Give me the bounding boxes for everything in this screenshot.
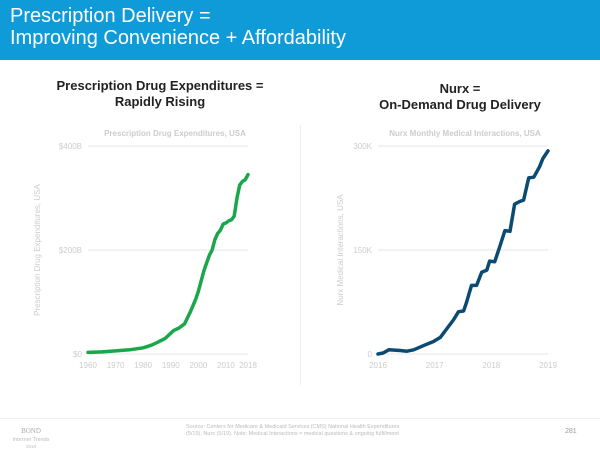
left-heading-line2: Rapidly Rising <box>114 94 206 109</box>
y-axis-label: Nurx Medical Interactions, USA <box>336 194 345 306</box>
x-tick-label: 2017 <box>426 361 444 370</box>
x-tick-label: 2016 <box>369 361 387 370</box>
x-tick-label: 1990 <box>162 361 180 370</box>
series-line <box>86 172 250 355</box>
left-heading-line1: Prescription Drug Expenditures = <box>56 78 264 93</box>
y-tick-label: $200B <box>59 246 82 255</box>
slide-title-line2: Improving Convenience + Affordability <box>10 27 346 49</box>
x-tick-label: 2018 <box>239 361 257 370</box>
footer-subtitle: Internet Trends <box>12 437 50 443</box>
page-number: 281 <box>565 428 577 435</box>
divider <box>300 125 301 385</box>
footer-divider <box>0 418 600 419</box>
slide-title-line1: Prescription Delivery = <box>10 5 211 27</box>
left-heading: Prescription Drug Expenditures = Rapidly… <box>40 78 280 110</box>
y-tick-label: 0 <box>368 350 373 359</box>
y-tick-label: $0 <box>73 350 82 359</box>
x-tick-label: 1980 <box>134 361 152 370</box>
x-tick-label: 2000 <box>189 361 207 370</box>
title-bar: Prescription Delivery = Improving Conven… <box>0 0 600 60</box>
footer-year: 2019 <box>25 444 36 449</box>
chart-title: Prescription Drug Expenditures, USA <box>104 129 246 138</box>
right-heading: Nurx = On-Demand Drug Delivery <box>340 81 580 113</box>
x-tick-label: 1960 <box>79 361 97 370</box>
x-tick-label: 2019 <box>539 361 557 370</box>
source-line1: Source: Centers for Medicare & Medicaid … <box>186 424 400 430</box>
y-tick-label: 300K <box>353 142 372 151</box>
x-tick-label: 2010 <box>217 361 235 370</box>
series-line <box>376 149 550 356</box>
right-heading-line1: Nurx = <box>439 81 481 96</box>
right-heading-line2: On-Demand Drug Delivery <box>379 97 541 112</box>
chart-title: Nurx Monthly Medical Interactions, USA <box>389 129 541 138</box>
x-tick-label: 1970 <box>107 361 125 370</box>
x-tick-label: 2018 <box>482 361 500 370</box>
y-tick-label: $400B <box>59 142 82 151</box>
y-axis-label: Prescription Drug Expenditures, USA <box>33 184 42 316</box>
source-line2: (5/19), Nurx (5/19). Note: Medical Inter… <box>186 431 399 437</box>
bond-logo: BOND <box>21 427 41 435</box>
y-tick-label: 150K <box>353 246 372 255</box>
